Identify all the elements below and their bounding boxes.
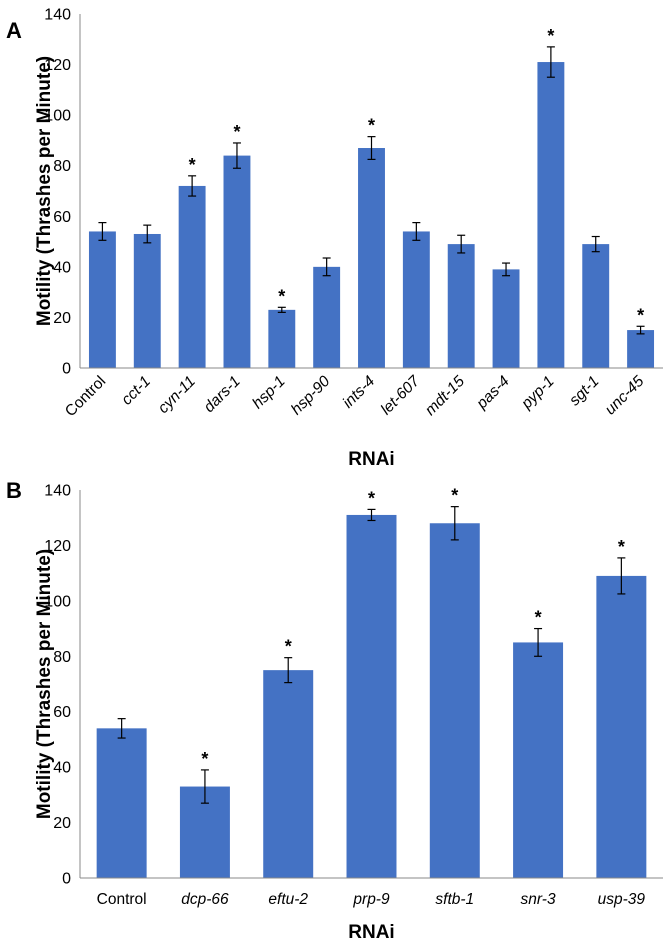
significance-star: *: [189, 155, 196, 175]
chart-a: 0 20 40 60 80 100 120 140 Control cct-1 * cyn-11 * da…: [34, 7, 663, 470]
x-axis-title: RNAi: [348, 922, 394, 943]
bar: [596, 575, 647, 878]
x-category-label: let-607: [378, 372, 425, 419]
bar: [263, 670, 314, 878]
x-category-label: prp-9: [352, 891, 390, 908]
x-category-label: eftu-2: [268, 891, 308, 908]
y-tick-label: 60: [53, 209, 71, 226]
y-tick-label: 120: [44, 538, 71, 555]
bar: [492, 269, 520, 368]
significance-star: *: [637, 305, 644, 325]
y-tick-label: 40: [53, 760, 71, 777]
significance-star: *: [368, 116, 375, 136]
bar: [358, 148, 385, 368]
x-category-label: dars-1: [201, 373, 244, 416]
x-category-label: Control: [62, 373, 109, 420]
y-tick-label: 20: [53, 815, 71, 832]
bar: [346, 514, 397, 878]
x-category-label: dcp-66: [181, 891, 229, 908]
bar: [513, 642, 564, 878]
significance-star: *: [201, 749, 208, 769]
y-tick-label: 80: [53, 158, 71, 175]
y-tick-label: 0: [62, 361, 71, 378]
bar: [223, 155, 251, 368]
bar: [627, 330, 655, 368]
bar: [447, 244, 475, 368]
y-tick-label: 80: [53, 649, 71, 666]
bar: [582, 244, 610, 368]
y-tick-label: 20: [53, 310, 71, 327]
x-category-label: Control: [97, 891, 147, 908]
significance-star: *: [233, 122, 240, 142]
y-tick-label: 0: [62, 871, 71, 888]
x-category-label: snr-3: [521, 891, 556, 908]
panel-b-label: B: [6, 478, 22, 503]
panel-a-label: A: [6, 18, 22, 43]
y-tick-label: 140: [44, 483, 71, 500]
x-category-label: hsp-1: [249, 373, 288, 412]
y-tick-label: 120: [44, 57, 71, 74]
bar: [88, 231, 116, 368]
x-category-label: sgt-1: [566, 373, 602, 409]
panel-a: A 0 20 40 60 80 100 120 140 Control cct-1 * cyn-11 *…: [0, 0, 670, 470]
bar: [133, 233, 161, 368]
chart-b: 0 20 40 60 80 100 120 140 Control * dcp-66 * eftu-2 *…: [34, 483, 663, 943]
x-category-label: sftb-1: [435, 891, 474, 908]
x-category-label: pas-4: [473, 373, 513, 413]
significance-star: *: [278, 286, 285, 306]
bar: [402, 231, 430, 368]
x-category-label: pyp-1: [518, 373, 558, 413]
y-tick-label: 100: [44, 108, 71, 125]
y-axis-title: Motility (Thrashes per Minute): [34, 549, 55, 819]
bar: [313, 266, 341, 368]
bar: [178, 185, 206, 368]
significance-star: *: [535, 608, 542, 628]
x-category-label: hsp-90: [288, 373, 334, 419]
panel-b: B 0 20 40 60 80 100 120 140 Control * dcp-66 * eftu-…: [0, 470, 670, 945]
y-tick-label: 40: [53, 259, 71, 276]
x-category-label: mdt-15: [422, 373, 468, 419]
bar: [429, 523, 480, 878]
significance-star: *: [618, 537, 625, 557]
y-tick-label: 100: [44, 593, 71, 610]
bar: [537, 62, 565, 369]
bar: [96, 728, 147, 878]
significance-star: *: [451, 486, 458, 506]
x-category-label: usp-39: [598, 891, 646, 908]
x-category-label: cyn-11: [155, 373, 199, 417]
significance-star: *: [285, 637, 292, 657]
x-axis-title: RNAi: [348, 449, 394, 470]
y-tick-label: 60: [53, 704, 71, 721]
significance-star: *: [368, 488, 375, 508]
bar: [268, 309, 296, 368]
x-category-label: cct-1: [118, 373, 154, 409]
y-axis-title: Motility (Thrashes per Minute): [34, 56, 55, 326]
significance-star: *: [547, 26, 554, 46]
x-category-label: ints-4: [340, 373, 379, 412]
x-category-label: unc-45: [602, 373, 648, 419]
y-tick-label: 140: [44, 7, 71, 24]
